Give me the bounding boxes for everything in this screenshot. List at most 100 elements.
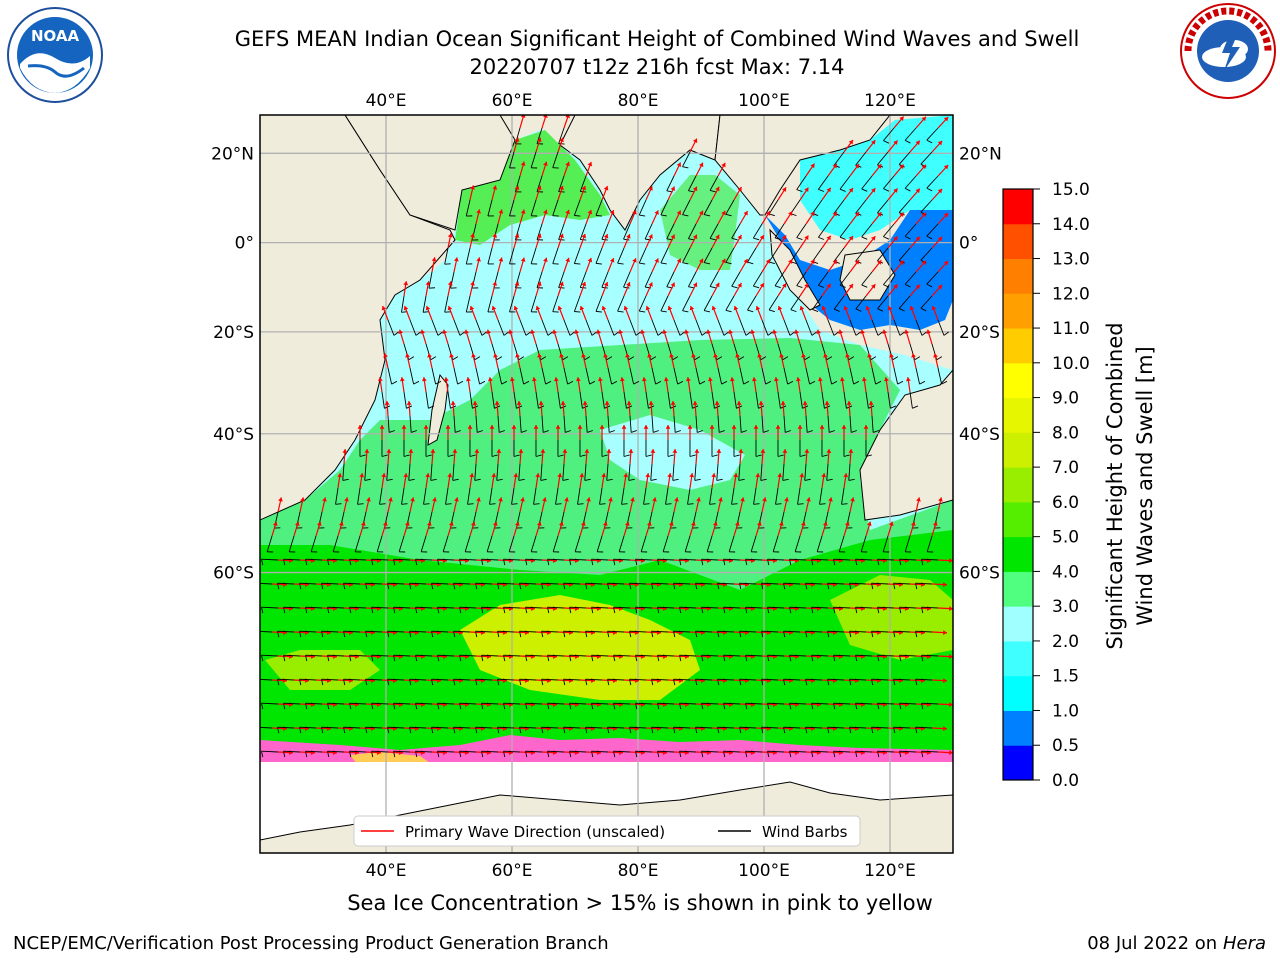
grid-vector bbox=[560, 400, 572, 433]
grid-vector bbox=[349, 558, 382, 566]
wind-barb-feather bbox=[871, 631, 874, 638]
wind-barb-feather bbox=[503, 331, 510, 336]
wave-arrow-head bbox=[337, 473, 343, 478]
australia-land bbox=[859, 369, 953, 521]
wind-barb-staff bbox=[452, 463, 455, 481]
wind-barb-staff bbox=[475, 367, 481, 385]
wave-arrow-head bbox=[426, 521, 432, 526]
wind-barb-feather bbox=[849, 727, 852, 734]
wind-barb-feather bbox=[563, 727, 566, 734]
colorbar-segment bbox=[1003, 328, 1033, 364]
wave-arrow-head bbox=[668, 521, 674, 526]
wind-barb-staff bbox=[790, 199, 801, 214]
wind-barb-staff bbox=[915, 726, 933, 729]
wind-barb-staff bbox=[453, 678, 471, 681]
grid-vector bbox=[855, 283, 876, 312]
colorbar-tick-label: 1.5 bbox=[1052, 667, 1079, 687]
wind-barb-staff bbox=[739, 678, 757, 681]
wave-arrow-head bbox=[893, 284, 898, 289]
nws-logo-icon bbox=[1180, 3, 1276, 99]
wind-barb-feather bbox=[760, 478, 767, 481]
wind-barb-feather bbox=[613, 331, 620, 336]
wind-barb-staff bbox=[849, 367, 855, 385]
wave-arrow-head bbox=[736, 401, 742, 406]
wind-barb-staff bbox=[518, 463, 521, 481]
wave-arrow-head bbox=[559, 281, 564, 287]
wind-barb-staff bbox=[613, 654, 631, 657]
wind-barb-staff bbox=[915, 678, 933, 681]
wave-arrow-head bbox=[797, 425, 803, 429]
wind-barb-staff bbox=[387, 415, 390, 433]
wind-barb-staff bbox=[401, 487, 405, 505]
wind-barb-feather bbox=[877, 607, 880, 614]
grid-vector bbox=[541, 726, 574, 734]
wind-barb-feather bbox=[716, 478, 723, 481]
wave-arrow-head bbox=[733, 473, 739, 478]
grid-vector bbox=[915, 678, 948, 686]
grid-vector bbox=[420, 521, 432, 553]
wind-barb-staff bbox=[887, 391, 891, 409]
wind-barb-staff bbox=[428, 271, 433, 289]
wind-barb-staff bbox=[540, 463, 543, 481]
grid-vector bbox=[898, 236, 921, 264]
grid-vector bbox=[371, 654, 404, 662]
grid-vector bbox=[573, 281, 587, 313]
wind-barb-staff bbox=[811, 750, 829, 753]
wind-barb-staff bbox=[277, 630, 295, 633]
wind-barb-feather bbox=[387, 679, 390, 686]
wave-arrow-head bbox=[826, 449, 832, 454]
grid-vector bbox=[423, 424, 432, 457]
wave-arrow-head bbox=[398, 329, 404, 334]
wind-barb-feather bbox=[861, 236, 868, 240]
wind-barb-staff bbox=[283, 606, 301, 609]
wind-barb-staff bbox=[365, 678, 383, 681]
wind-barb-feather bbox=[591, 703, 594, 710]
wind-barb-feather bbox=[475, 583, 478, 590]
grid-vector bbox=[406, 400, 418, 433]
grid-vector bbox=[489, 473, 497, 505]
grid-vector bbox=[761, 726, 794, 734]
wind-barb-feather bbox=[481, 703, 484, 710]
wind-barb-staff bbox=[695, 678, 713, 681]
wind-barb-staff bbox=[898, 247, 911, 261]
colorbar-label-line2: Wind Waves and Swell [m] bbox=[1133, 346, 1157, 626]
wind-barb-staff bbox=[752, 223, 763, 239]
wind-barb-feather bbox=[459, 703, 462, 710]
wind-barb-feather bbox=[833, 703, 836, 710]
wind-barb-feather bbox=[689, 454, 696, 457]
wind-barb-feather bbox=[277, 679, 280, 686]
wind-barb-feather bbox=[851, 430, 858, 433]
wave-arrow-head bbox=[518, 449, 524, 454]
wind-barb-feather bbox=[660, 262, 667, 265]
wind-barb-feather bbox=[650, 478, 657, 481]
wind-barb-staff bbox=[673, 415, 676, 433]
grid-vector bbox=[579, 257, 593, 289]
wind-barb-staff bbox=[562, 463, 565, 481]
wind-barb-feather bbox=[430, 356, 437, 361]
wave-arrow-head bbox=[623, 306, 629, 311]
grid-vector bbox=[682, 234, 698, 265]
wave-arrow-head bbox=[899, 260, 904, 265]
wave-arrow-head bbox=[676, 258, 682, 263]
colorbar-tick-label: 7.0 bbox=[1052, 458, 1079, 478]
wind-barb-staff bbox=[657, 702, 675, 705]
colorbar-segment bbox=[1003, 432, 1033, 468]
wave-arrow-head bbox=[692, 234, 698, 240]
grid-vector bbox=[648, 400, 660, 433]
wind-barb-staff bbox=[579, 271, 587, 288]
wind-barb-staff bbox=[731, 271, 741, 287]
wave-arrow-head bbox=[841, 425, 847, 429]
wave-arrow-head bbox=[537, 353, 542, 358]
grid-vector bbox=[503, 606, 536, 614]
wind-barb-staff bbox=[739, 582, 757, 585]
wind-barb-feather bbox=[401, 503, 408, 505]
wind-barb-staff bbox=[415, 654, 433, 657]
wind-barb-staff bbox=[871, 415, 874, 433]
wind-barb-feather bbox=[717, 727, 720, 734]
grid-vector bbox=[357, 473, 365, 505]
grid-vector bbox=[753, 424, 762, 457]
grid-vector bbox=[688, 210, 704, 241]
wave-arrow-head bbox=[692, 282, 698, 288]
grid-vector bbox=[750, 521, 762, 553]
wind-barb-feather bbox=[811, 703, 814, 710]
